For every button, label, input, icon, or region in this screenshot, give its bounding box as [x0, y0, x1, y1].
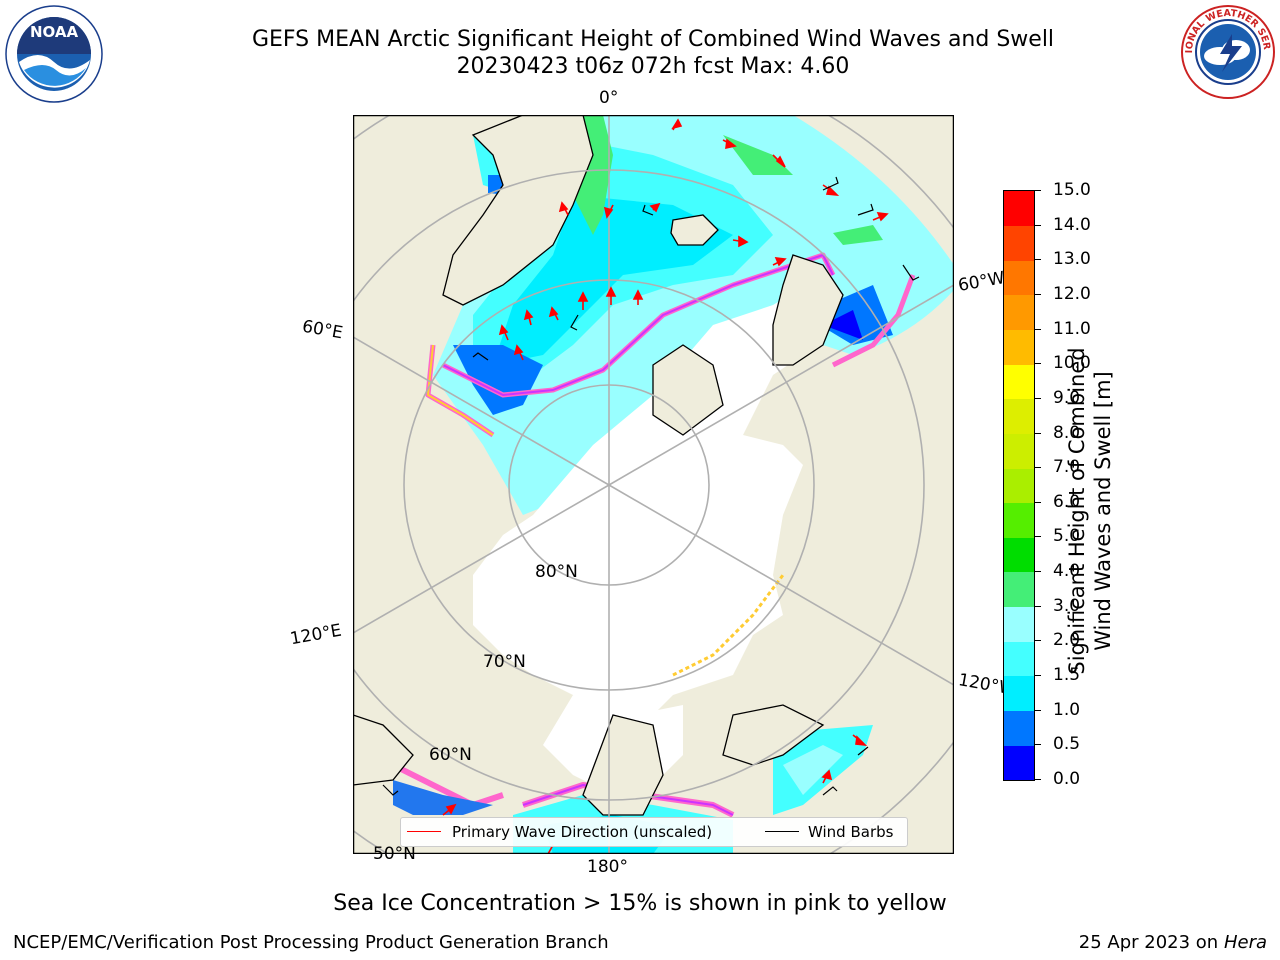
- lon-label-0: 0°: [599, 88, 619, 108]
- colorbar-label-line2: Wind Waves and Swell [m]: [1091, 371, 1115, 651]
- colorbar-tick-label: 9.0: [1053, 387, 1081, 408]
- colorbar-band: [1004, 468, 1034, 504]
- colorbar-tick-label: 7.0: [1053, 457, 1081, 478]
- graticule: [353, 115, 954, 854]
- wind-barbs-legend-label: Wind Barbs: [808, 823, 894, 841]
- colorbar-tick-label: 8.0: [1053, 422, 1081, 443]
- colorbar-tick-mark: [1034, 675, 1041, 677]
- colorbar-band: [1004, 710, 1034, 746]
- colorbar-tick-mark: [1034, 432, 1041, 434]
- chart-title: GEFS MEAN Arctic Significant Height of C…: [251, 27, 1055, 52]
- colorbar-tick-mark: [1034, 744, 1041, 746]
- colorbar-tick-mark: [1034, 293, 1041, 295]
- wave-direction-legend-line: [407, 831, 441, 832]
- wave-direction-arrows: [442, 118, 889, 854]
- wind-barbs-legend-line: [765, 831, 799, 832]
- coastlines: [353, 115, 844, 816]
- colorbar-tick-label: 4.0: [1053, 561, 1081, 582]
- footer-date-text: 25 Apr 2023 on: [1078, 932, 1224, 953]
- colorbar-tick-label: 5.0: [1053, 526, 1081, 547]
- svg-text:NOAA: NOAA: [30, 23, 79, 41]
- lon-label-60e: 60°E: [300, 316, 345, 344]
- colorbar-tick-label: 14.0: [1053, 214, 1091, 235]
- sea-ice-caption: Sea Ice Concentration > 15% is shown in …: [333, 891, 947, 916]
- footer-machine: Hera: [1223, 932, 1267, 953]
- colorbar-tick-label: 11.0: [1053, 318, 1091, 339]
- colorbar-tick-label: 2.0: [1053, 630, 1081, 651]
- colorbar-band: [1004, 225, 1034, 261]
- colorbar-tick-label: 3.0: [1053, 595, 1081, 616]
- noaa-logo: NOAA: [4, 4, 104, 104]
- colorbar-tick-label: 1.5: [1053, 665, 1081, 686]
- map-legend: Primary Wave Direction (unscaled) Wind B…: [400, 817, 908, 847]
- colorbar-tick-mark: [1034, 640, 1041, 642]
- lat-label-60n: 60°N: [429, 745, 472, 765]
- colorbar-band: [1004, 260, 1034, 296]
- colorbar-band: [1004, 572, 1034, 608]
- colorbar-band: [1004, 641, 1034, 677]
- colorbar-tick-mark: [1034, 536, 1041, 538]
- colorbar-band: [1004, 502, 1034, 538]
- colorbar-band: [1004, 329, 1034, 365]
- lat-label-50n: 50°N: [373, 844, 416, 864]
- colorbar-tick-mark: [1034, 397, 1041, 399]
- colorbar-tick-mark: [1034, 571, 1041, 573]
- footer-date: 25 Apr 2023 on Hera: [1079, 932, 1267, 953]
- colorbar-tick-label: 0.5: [1053, 734, 1081, 755]
- colorbar-band: [1004, 606, 1034, 642]
- colorbar-band: [1004, 745, 1034, 781]
- arctic-map: [352, 114, 955, 855]
- colorbar-tick-label: 15.0: [1053, 180, 1091, 200]
- nws-logo: NATIONAL WEATHER SERVICE: [1176, 0, 1276, 100]
- colorbar-band: [1004, 398, 1034, 434]
- colorbar-tick-mark: [1034, 224, 1041, 226]
- colorbar-tick-label: 1.0: [1053, 699, 1081, 720]
- colorbar-tick-label: 0.0: [1053, 769, 1081, 789]
- colorbar-tick-mark: [1034, 259, 1041, 261]
- colorbar-label: Significant Height of Combined Wind Wave…: [1064, 331, 1116, 691]
- colorbar-tick-mark: [1034, 363, 1041, 365]
- colorbar-band: [1004, 294, 1034, 330]
- colorbar-tick-mark: [1034, 779, 1041, 780]
- chart-subtitle: 20230423 t06z 072h fcst Max: 4.60: [456, 54, 850, 79]
- lat-label-80n: 80°N: [535, 562, 578, 582]
- wave-direction-legend-label: Primary Wave Direction (unscaled): [452, 823, 713, 841]
- colorbar-band: [1004, 433, 1034, 469]
- colorbar-tick-label: 6.0: [1053, 491, 1081, 512]
- wind-barbs: [382, 176, 920, 796]
- colorbar: [1003, 190, 1035, 781]
- lon-label-120e: 120°E: [288, 620, 344, 650]
- colorbar-tick-mark: [1034, 190, 1041, 191]
- colorbar-band: [1004, 676, 1034, 712]
- colorbar-band: [1004, 191, 1034, 226]
- lat-label-70n: 70°N: [483, 652, 526, 672]
- colorbar-tick-mark: [1034, 328, 1041, 330]
- map-frame: [352, 114, 955, 855]
- colorbar-tick-mark: [1034, 467, 1041, 469]
- lon-label-180: 180°: [587, 857, 628, 877]
- colorbar-tick-label: 10.0: [1053, 353, 1091, 374]
- colorbar-tick-label: 12.0: [1053, 283, 1091, 304]
- colorbar-tick-mark: [1034, 605, 1041, 607]
- lon-label-60w: 60°W: [956, 268, 1007, 296]
- colorbar-tick-label: 13.0: [1053, 249, 1091, 270]
- colorbar-label-line1: Significant Height of Combined: [1065, 347, 1089, 675]
- colorbar-band: [1004, 364, 1034, 400]
- colorbar-tick-mark: [1034, 709, 1041, 711]
- colorbar-band: [1004, 537, 1034, 573]
- footer-credit: NCEP/EMC/Verification Post Processing Pr…: [13, 932, 609, 953]
- colorbar-tick-mark: [1034, 501, 1041, 503]
